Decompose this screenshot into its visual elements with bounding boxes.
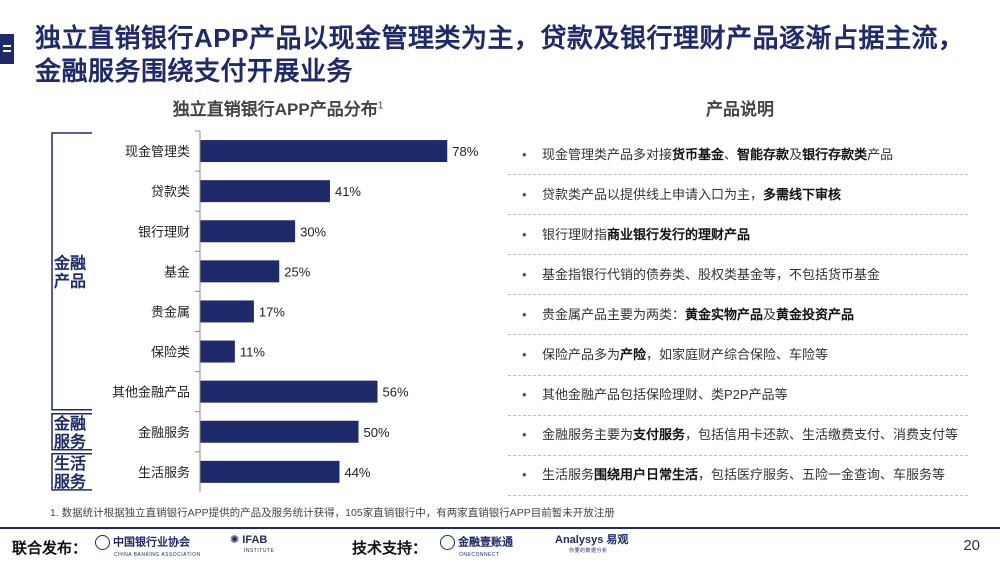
- cba-logo: 中国银行业协会 CHINA BANKING ASSOCIATION: [95, 535, 201, 561]
- category-label: 金融服务: [138, 425, 190, 440]
- category-label: 生活服务: [138, 465, 190, 480]
- group-bracket: [51, 132, 92, 411]
- bullet-icon: •: [522, 467, 527, 483]
- value-label: 25%: [284, 264, 310, 279]
- group-label: 金融: [53, 253, 86, 272]
- group-bracket: [51, 453, 92, 491]
- bar-6: [200, 380, 378, 403]
- description-title: 产品说明: [706, 100, 774, 119]
- tech-support-label: 技术支持：: [352, 540, 428, 557]
- ifab-star-icon: ✺: [230, 534, 240, 546]
- category-label: 基金: [164, 264, 190, 279]
- value-label: 56%: [383, 385, 409, 400]
- category-label: 保险类: [151, 345, 190, 360]
- section-tab-marker: [0, 34, 14, 64]
- category-label: 贷款类: [151, 184, 190, 199]
- joint-publish-label: 联合发布：: [12, 540, 88, 557]
- bar-0: [200, 140, 448, 163]
- description-text: 基金指银行代销的债券类、股权类基金等，不包括货币基金: [542, 266, 881, 282]
- description-text: 现金管理类产品多对接货币基金、智能存款及银行存款类产品: [542, 146, 894, 162]
- bullet-icon: •: [522, 387, 527, 403]
- value-label: 30%: [300, 224, 326, 239]
- bar-1: [200, 180, 330, 203]
- description-text: 其他金融产品包括保险理财、类P2P产品等: [542, 387, 788, 403]
- description-text: 保险产品多为产险，如家庭财产综合保险、车险等: [542, 347, 829, 363]
- description-item: • 现金管理类产品多对接货币基金、智能存款及银行存款类产品: [508, 134, 968, 176]
- description-item: • 贷款类产品以提供线上申请入口为主，多需线下审核: [508, 174, 968, 216]
- chart-title: 独立直销银行APP产品分布1: [172, 100, 384, 119]
- group-label: 服务: [54, 472, 87, 491]
- bullet-icon: •: [522, 146, 527, 162]
- description-item: • 基金指银行代销的债券类、股权类基金等，不包括货币基金: [508, 254, 968, 296]
- oneconnect-logo: 金融壹账通 ONECONNECT: [440, 535, 513, 561]
- bullet-icon: •: [522, 186, 527, 202]
- description-item: • 其他金融产品包括保险理财、类P2P产品等: [508, 375, 968, 416]
- description-text: 贵金属产品主要为两类：黄金实物产品及黄金投资产品: [542, 306, 855, 322]
- category-label: 银行理财: [138, 224, 190, 239]
- description-item: • 银行理财指商业银行发行的理财产品: [508, 214, 968, 256]
- bullet-icon: •: [522, 226, 527, 242]
- bar-8: [200, 460, 340, 483]
- analysys-logo: Analysys 易观 你要的数据分析: [555, 534, 629, 555]
- description-item: • 生活服务围绕用户日常生活，包括医疗服务、五险一金查询、车服务等: [508, 455, 968, 496]
- description-item: • 金融服务主要为支付服务，包括信用卡还款、生活缴费支付、消费支付等: [508, 415, 968, 456]
- value-label: 50%: [364, 425, 390, 440]
- description-text: 生活服务围绕用户日常生活，包括医疗服务、五险一金查询、车服务等: [542, 467, 946, 483]
- bullet-icon: •: [522, 347, 527, 363]
- group-label: 生活: [54, 454, 86, 473]
- bar-3: [200, 260, 280, 283]
- value-label: 44%: [344, 465, 370, 480]
- bar-5: [200, 340, 235, 363]
- bar-7: [200, 420, 359, 443]
- value-label: 17%: [259, 304, 285, 319]
- description-item: • 贵金属产品主要为两类：黄金实物产品及黄金投资产品: [508, 294, 968, 336]
- bar-4: [200, 300, 254, 323]
- category-label: 贵金属: [151, 304, 190, 319]
- footnote: 1. 数据统计根据独立直销银行APP提供的产品及服务统计获得，105家直销银行中…: [50, 507, 615, 519]
- category-label: 现金管理类: [125, 144, 190, 159]
- value-label: 78%: [452, 144, 478, 159]
- footer: 联合发布： 中国银行业协会 CHINA BANKING ASSOCIATION ✺…: [0, 527, 1000, 565]
- page-number: 20: [963, 537, 980, 554]
- group-bracket: [51, 412, 92, 451]
- bullet-icon: •: [522, 266, 527, 282]
- page-title: 独立直销银行APP产品以现金管理类为主，贷款及银行理财产品逐渐占据主流，金融服务…: [35, 23, 965, 86]
- oneconnect-emblem-icon: [440, 535, 455, 550]
- value-label: 11%: [240, 345, 265, 360]
- description-text: 银行理财指商业银行发行的理财产品: [542, 226, 751, 242]
- description-text: 贷款类产品以提供线上申请入口为主，多需线下审核: [542, 186, 842, 202]
- group-label: 服务: [54, 432, 87, 451]
- bar-2: [200, 220, 296, 243]
- group-label: 产品: [54, 271, 86, 290]
- cba-emblem-icon: [95, 535, 110, 550]
- description-text: 金融服务主要为支付服务，包括信用卡还款、生活缴费支付、消费支付等: [542, 427, 959, 443]
- ifab-logo: ✺ IFAB INSTITUTE: [230, 534, 275, 555]
- description-item: • 保险产品多为产险，如家庭财产综合保险、车险等: [508, 335, 968, 376]
- category-label: 其他金融产品: [112, 385, 190, 400]
- value-label: 41%: [335, 184, 361, 199]
- bullet-icon: •: [522, 427, 527, 443]
- group-label: 金融: [53, 414, 86, 433]
- bullet-icon: •: [522, 306, 527, 322]
